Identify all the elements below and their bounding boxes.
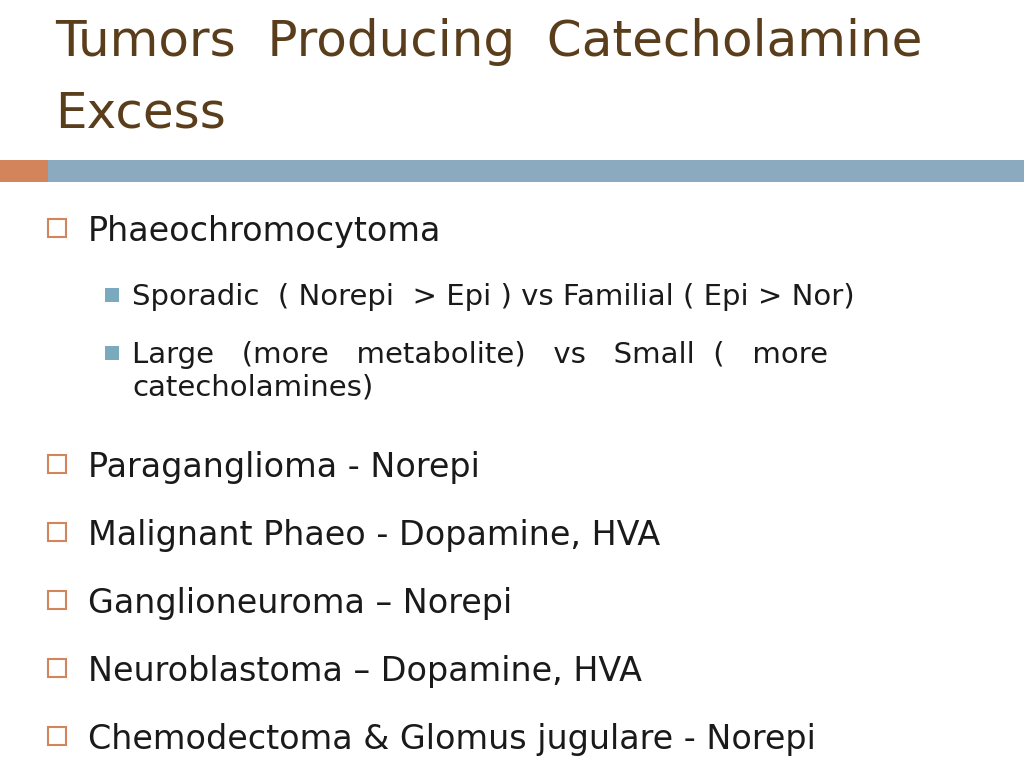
Bar <box>105 346 119 360</box>
Text: Neuroblastoma – Dopamine, HVA: Neuroblastoma – Dopamine, HVA <box>88 655 642 688</box>
Text: Malignant Phaeo - Dopamine, HVA: Malignant Phaeo - Dopamine, HVA <box>88 519 660 552</box>
Bar <box>48 659 66 677</box>
Bar <box>48 523 66 541</box>
Text: Large   (more   metabolite)   vs   Small  (   more
catecholamines): Large (more metabolite) vs Small ( more … <box>132 341 828 402</box>
Bar <box>48 455 66 473</box>
Bar <box>48 219 66 237</box>
Text: Excess: Excess <box>55 90 226 138</box>
Text: Paraganglioma - Norepi: Paraganglioma - Norepi <box>88 451 480 484</box>
Text: Ganglioneuroma – Norepi: Ganglioneuroma – Norepi <box>88 587 512 620</box>
Text: Sporadic  ( Norepi  > Epi ) vs Familial ( Epi > Nor): Sporadic ( Norepi > Epi ) vs Familial ( … <box>132 283 855 311</box>
Text: Tumors  Producing  Catecholamine: Tumors Producing Catecholamine <box>55 18 923 66</box>
Bar <box>0 160 48 182</box>
Bar <box>105 288 119 302</box>
Text: Phaeochromocytoma: Phaeochromocytoma <box>88 215 441 248</box>
Bar <box>48 591 66 609</box>
Text: Chemodectoma & Glomus jugulare - Norepi: Chemodectoma & Glomus jugulare - Norepi <box>88 723 816 756</box>
Bar <box>48 160 1024 182</box>
Bar <box>48 727 66 745</box>
